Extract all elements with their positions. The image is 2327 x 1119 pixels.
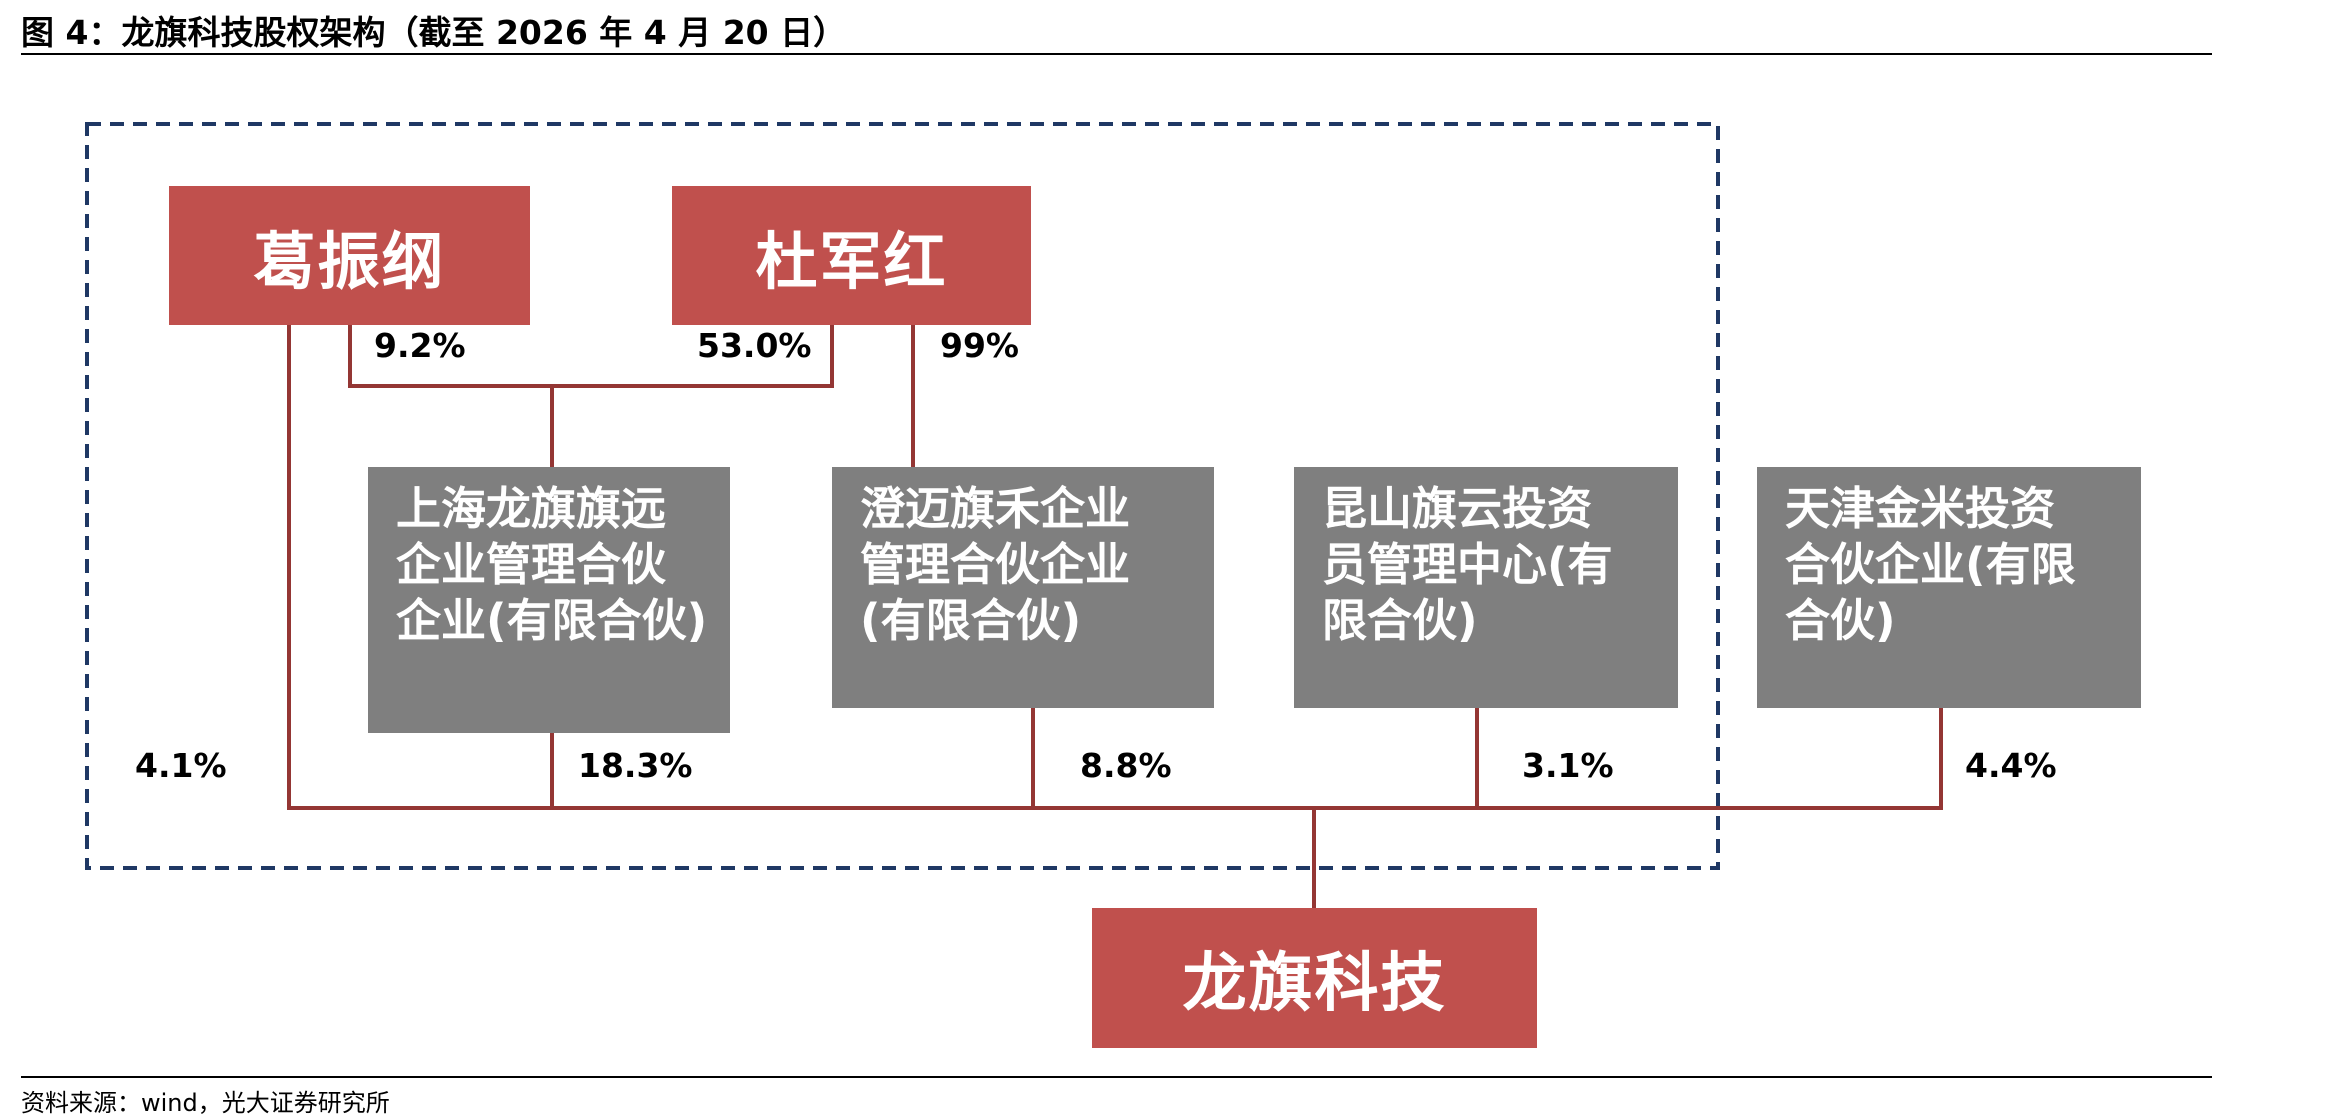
- node: 上海龙旗旗远企业管理合伙企业(有限合伙): [368, 467, 730, 733]
- node: 澄迈旗禾企业管理合伙企业(有限合伙): [832, 467, 1214, 708]
- edge-label: 4.1%: [135, 746, 227, 785]
- edge-line: [287, 325, 1943, 810]
- edge-label: 99%: [940, 326, 1019, 365]
- edge-line: [348, 325, 834, 388]
- edge-label: 9.2%: [374, 326, 466, 365]
- edge-label: 18.3%: [578, 746, 693, 785]
- node-label: 上海龙旗旗远企业管理合伙企业(有限合伙): [396, 482, 708, 647]
- node: 昆山旗云投资员管理中心(有限合伙): [1294, 467, 1678, 708]
- node: 天津金米投资合伙企业(有限合伙): [1757, 467, 2141, 708]
- edge-label: 53.0%: [697, 326, 812, 365]
- figure-title: 图 4：龙旗科技股权架构（截至 2026 年 4 月 20 日）: [21, 13, 847, 52]
- edge-label: 3.1%: [1522, 746, 1614, 785]
- dashed-group: [85, 122, 1720, 870]
- edge-label: 8.8%: [1080, 746, 1172, 785]
- node: 葛振纲: [169, 186, 530, 325]
- edge-label: 4.4%: [1965, 746, 2057, 785]
- source-note: 资料来源：wind，光大证券研究所: [21, 1089, 390, 1117]
- node-label: 澄迈旗禾企业管理合伙企业(有限合伙): [860, 482, 1131, 647]
- node: 杜军红: [672, 186, 1031, 325]
- node-label: 昆山旗云投资员管理中心(有限合伙): [1322, 482, 1613, 647]
- node: 龙旗科技: [1092, 908, 1537, 1048]
- node-label: 天津金米投资合伙企业(有限合伙): [1785, 482, 2076, 647]
- edges: [287, 325, 1943, 908]
